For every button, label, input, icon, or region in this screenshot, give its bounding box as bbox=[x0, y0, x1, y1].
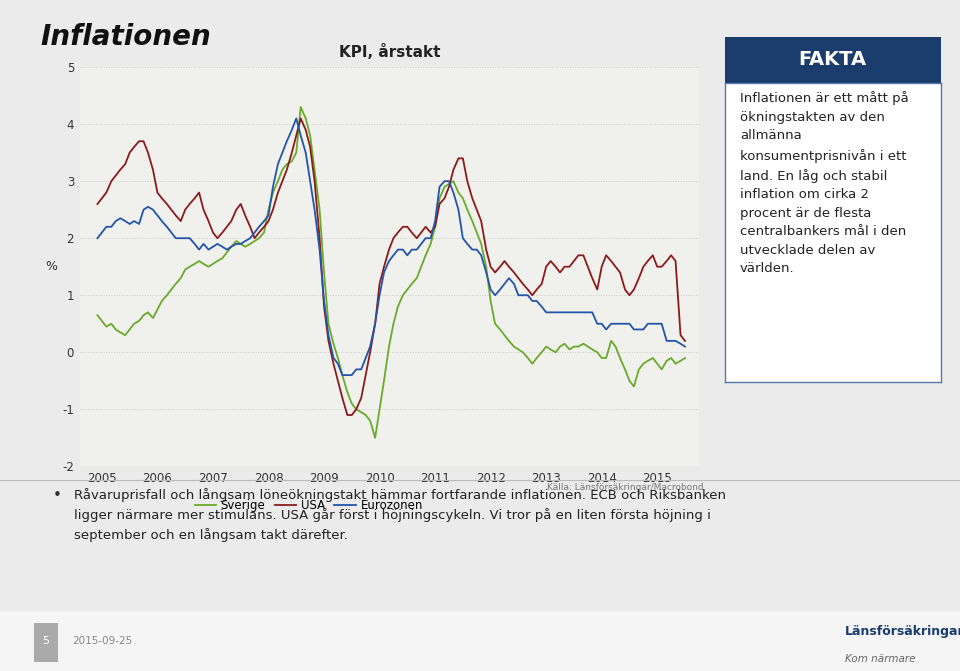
Legend: Sverige, USA, Eurozonen: Sverige, USA, Eurozonen bbox=[190, 495, 427, 517]
FancyBboxPatch shape bbox=[34, 623, 58, 662]
Text: Inflationen: Inflationen bbox=[40, 23, 211, 52]
Y-axis label: %: % bbox=[45, 260, 58, 273]
Text: 2015-09-25: 2015-09-25 bbox=[72, 636, 132, 646]
Text: Inflationen är ett mått på
ökningstakten av den
allmänna
konsumentprisnivån i et: Inflationen är ett mått på ökningstakten… bbox=[740, 91, 909, 275]
Text: Källa: Länsförsäkringar/Macrobond: Källa: Länsförsäkringar/Macrobond bbox=[547, 483, 704, 492]
Text: FAKTA: FAKTA bbox=[799, 50, 867, 69]
Text: Kom närmare: Kom närmare bbox=[845, 654, 915, 664]
Text: •: • bbox=[53, 488, 61, 503]
Text: Länsförsäkringar: Länsförsäkringar bbox=[845, 625, 960, 638]
Text: Råvaruprisfall och långsam löneökningstakt hämmar fortfarande inflationen. ECB o: Råvaruprisfall och långsam löneökningsta… bbox=[74, 488, 726, 542]
Text: 5: 5 bbox=[42, 636, 50, 646]
Title: KPI, årstakt: KPI, årstakt bbox=[339, 44, 440, 60]
